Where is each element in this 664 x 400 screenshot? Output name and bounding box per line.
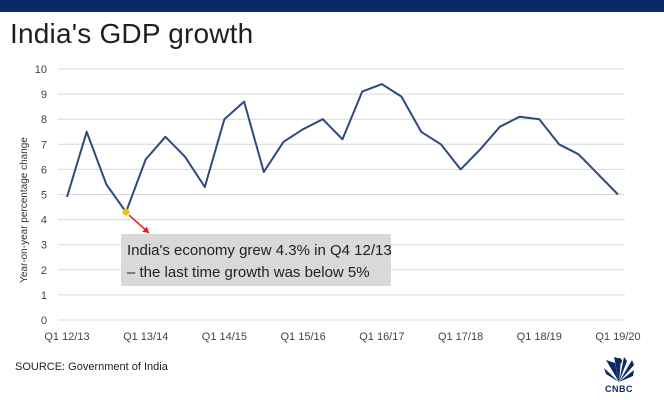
logo-text: CNBC [605, 384, 633, 394]
x-tick-label: Q1 12/13 [44, 331, 89, 343]
y-tick-label: 2 [41, 265, 47, 277]
x-tick-label: Q1 13/14 [123, 331, 168, 343]
annotation-callout: India's economy grew 4.3% in Q4 12/13 – … [121, 234, 392, 286]
y-tick-label: 8 [41, 114, 47, 126]
x-tick-label: Q1 18/19 [517, 331, 562, 343]
y-tick-label: 6 [41, 164, 47, 176]
chart-title: India's GDP growth [10, 18, 254, 49]
x-tick-label: Q1 19/20 [595, 331, 640, 343]
source-note: SOURCE: Government of India [15, 361, 168, 373]
y-tick-label: 10 [35, 64, 47, 76]
peacock-logo-icon [604, 357, 634, 382]
x-tick-label: Q1 16/17 [359, 331, 404, 343]
y-tick-labels: 0 1 2 3 4 5 6 7 8 9 10 [35, 64, 47, 327]
y-tick-label: 5 [41, 190, 47, 202]
callout-line-1: India's economy grew 4.3% in Q4 12/13 [127, 242, 392, 259]
x-tick-labels: Q1 12/13 Q1 13/14 Q1 14/15 Q1 15/16 Q1 16/17… [44, 331, 640, 343]
y-tick-label: 7 [41, 139, 47, 151]
data-points [66, 83, 619, 213]
y-tick-label: 1 [41, 290, 47, 302]
y-tick-label: 3 [41, 240, 47, 252]
y-axis-label: Year-on-year percentage change [19, 137, 30, 283]
brand-top-bar [0, 0, 664, 12]
gridlines [58, 68, 625, 321]
y-tick-label: 0 [41, 315, 47, 327]
x-tick-label: Q1 17/18 [438, 331, 483, 343]
x-tick-label: Q1 15/16 [281, 331, 326, 343]
annotation-arrow-head [142, 226, 150, 234]
series-line [66, 83, 619, 214]
annotation-marker [122, 208, 130, 216]
y-tick-label: 4 [41, 215, 47, 227]
callout-line-2: – the last time growth was below 5% [127, 264, 370, 281]
x-tick-label: Q1 14/15 [202, 331, 247, 343]
y-tick-label: 9 [41, 89, 47, 101]
